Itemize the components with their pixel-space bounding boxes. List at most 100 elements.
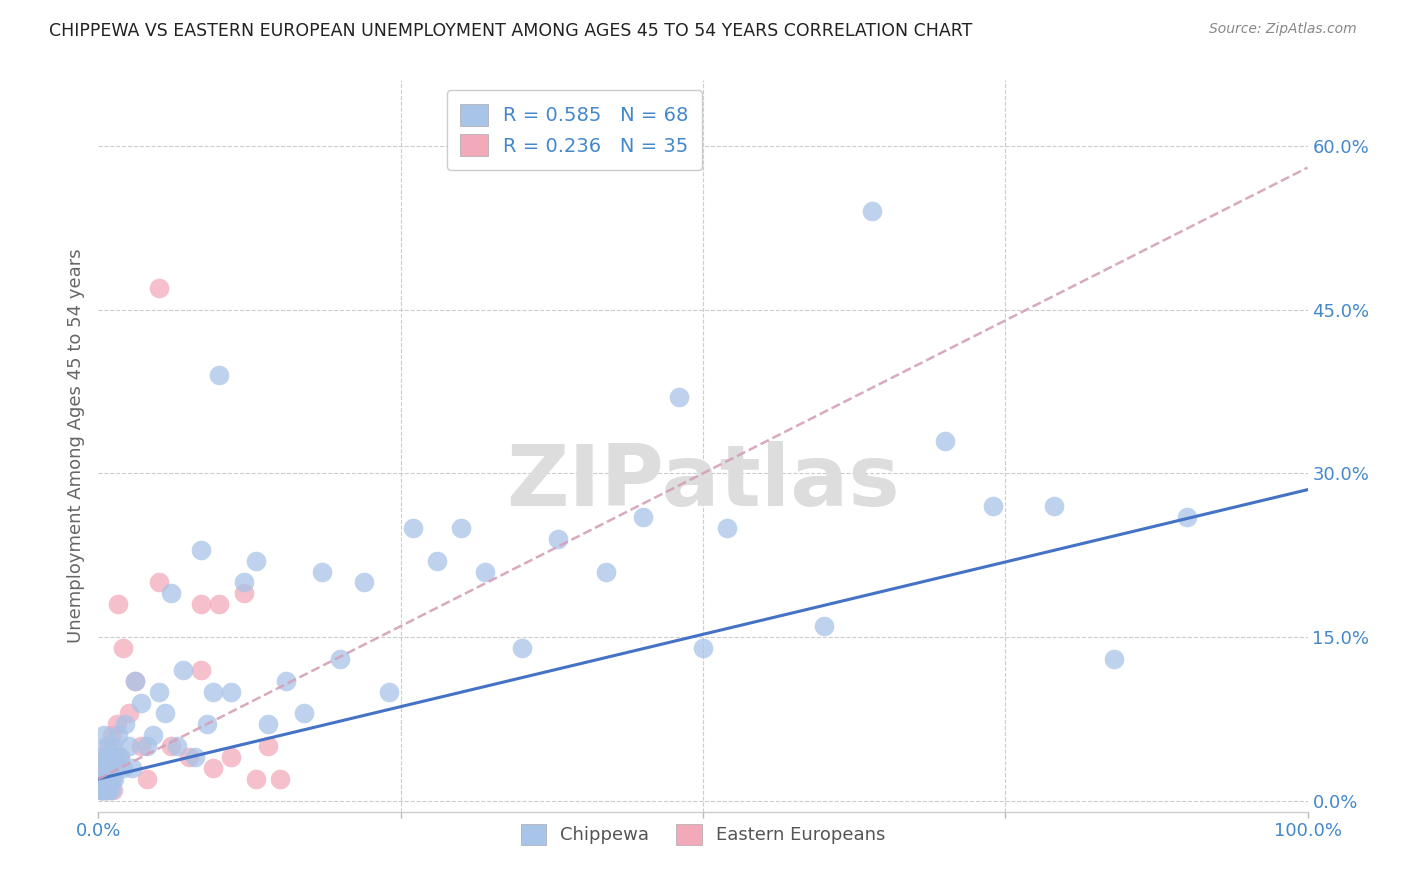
Point (668, 390, 690, 404)
Point (107, 597, 129, 611)
Point (934, 434, 956, 448)
Point (100, 772, 122, 786)
Point (221, 750, 243, 764)
Point (96, 783, 118, 797)
Point (97, 783, 120, 797)
Point (97, 761, 120, 775)
Point (179, 750, 201, 764)
Point (329, 652, 352, 666)
Point (256, 717, 278, 731)
Point (190, 663, 212, 677)
Point (245, 554, 267, 568)
Point (91, 772, 114, 786)
Point (98, 772, 121, 786)
Point (91, 783, 114, 797)
Point (256, 739, 278, 754)
Point (93, 783, 115, 797)
Point (93, 761, 115, 775)
Point (90, 783, 112, 797)
Text: CHIPPEWA VS EASTERN EUROPEAN UNEMPLOYMENT AMONG AGES 45 TO 54 YEARS CORRELATION : CHIPPEWA VS EASTERN EUROPEAN UNEMPLOYMEN… (49, 22, 973, 40)
Point (94, 750, 117, 764)
Point (101, 739, 124, 754)
Point (474, 565, 496, 579)
Point (100, 728, 122, 742)
Point (245, 772, 267, 786)
Point (232, 586, 254, 600)
Point (96, 772, 118, 786)
Point (402, 521, 425, 535)
Point (716, 521, 738, 535)
Point (148, 575, 170, 590)
Point (148, 281, 170, 295)
Point (103, 772, 125, 786)
Point (269, 772, 291, 786)
Point (124, 673, 146, 688)
Point (100, 750, 122, 764)
Point (97, 761, 120, 775)
Point (121, 761, 143, 775)
Point (1102, 652, 1125, 666)
Point (135, 772, 157, 786)
Point (232, 575, 254, 590)
Point (93, 761, 115, 775)
Point (129, 696, 152, 710)
Point (184, 750, 207, 764)
Point (510, 640, 533, 655)
Point (111, 640, 134, 655)
Point (129, 739, 152, 754)
Point (100, 783, 122, 797)
Y-axis label: Unemployment Among Ages 45 to 54 years: Unemployment Among Ages 45 to 54 years (66, 249, 84, 643)
Point (124, 673, 146, 688)
Point (90, 783, 112, 797)
Point (93, 728, 115, 742)
Point (692, 640, 714, 655)
Point (111, 761, 134, 775)
Point (94, 772, 117, 786)
Point (142, 728, 165, 742)
Point (135, 739, 157, 754)
Point (221, 684, 243, 698)
Point (202, 761, 225, 775)
Point (101, 783, 124, 797)
Point (105, 717, 128, 731)
Point (172, 663, 194, 677)
Point (105, 750, 128, 764)
Point (1175, 510, 1198, 524)
Point (91, 772, 114, 786)
Point (595, 565, 617, 579)
Point (190, 597, 212, 611)
Point (108, 750, 131, 764)
Point (1042, 499, 1064, 513)
Point (208, 368, 231, 382)
Point (104, 761, 127, 775)
Point (114, 717, 136, 731)
Point (547, 532, 569, 546)
Point (160, 586, 183, 600)
Point (631, 510, 654, 524)
Point (91, 783, 114, 797)
Point (94, 750, 117, 764)
Point (98, 739, 121, 754)
Point (160, 739, 183, 754)
Point (153, 706, 176, 721)
Point (94, 783, 117, 797)
Point (377, 684, 399, 698)
Text: ZIPatlas: ZIPatlas (506, 441, 900, 524)
Point (311, 565, 333, 579)
Legend: Chippewa, Eastern Europeans: Chippewa, Eastern Europeans (512, 815, 894, 854)
Point (981, 499, 1004, 513)
Point (292, 706, 315, 721)
Point (148, 684, 170, 698)
Point (100, 772, 122, 786)
Point (103, 750, 125, 764)
Point (813, 619, 835, 633)
Point (166, 739, 188, 754)
Point (96, 739, 118, 754)
Point (274, 673, 297, 688)
Point (353, 575, 375, 590)
Point (190, 542, 212, 557)
Text: Source: ZipAtlas.com: Source: ZipAtlas.com (1209, 22, 1357, 37)
Point (860, 204, 883, 219)
Point (426, 554, 449, 568)
Point (208, 597, 231, 611)
